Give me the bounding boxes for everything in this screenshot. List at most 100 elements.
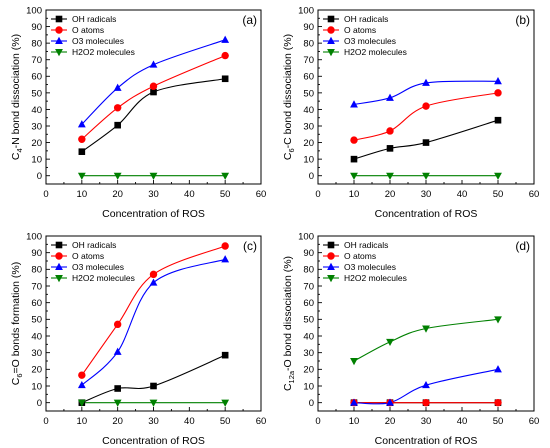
x-tick-label: 10: [349, 416, 360, 427]
legend-marker: [327, 26, 335, 34]
data-point-s2: [113, 320, 122, 329]
x-tick-label: 30: [421, 189, 432, 200]
data-point-s4: [350, 172, 358, 180]
data-point-s2: [221, 51, 229, 60]
data-point-s1: [350, 155, 358, 163]
y-tick-label: 0: [309, 398, 314, 409]
y-axis-title-atom: C: [10, 377, 22, 385]
data-point-s4: [221, 399, 230, 407]
y-tick-label: 0: [309, 171, 314, 182]
y-tick-label: 40: [31, 105, 42, 116]
y-tick-label: 80: [31, 265, 42, 276]
legend-marker: [55, 252, 63, 260]
series-line-1: [81, 78, 226, 153]
x-tick-label: 0: [43, 189, 48, 200]
data-point-s3: [494, 77, 502, 85]
legend-label: O3 molecules: [344, 36, 396, 46]
y-tick-label: 100: [26, 231, 42, 242]
legend-marker: [55, 15, 63, 23]
y-axis-title-rest: -N bond dissociation (%): [10, 34, 22, 148]
y-tick-label: 90: [303, 22, 314, 33]
y-tick-label: 0: [37, 398, 42, 409]
x-tick-label: 40: [184, 189, 195, 200]
x-tick-label: 10: [349, 189, 360, 200]
y-axis-title-rest: =O bonds formation (%): [10, 262, 22, 374]
data-point-s3: [386, 93, 394, 101]
data-point-s4: [350, 358, 358, 366]
legend-marker: [55, 36, 63, 44]
y-tick-label: 80: [303, 39, 314, 50]
series-line-3: [353, 80, 499, 106]
data-point-s2: [494, 398, 502, 407]
y-axis-title-subscript: 6: [15, 374, 24, 378]
data-point-s3: [386, 398, 394, 406]
x-tick-label: 0: [315, 416, 320, 427]
y-tick-label: 60: [31, 72, 42, 83]
y-tick-label: 20: [31, 365, 42, 376]
legend-marker: [327, 15, 335, 23]
data-point-s3: [494, 365, 502, 373]
y-tick-label: 50: [303, 315, 314, 326]
data-point-s2: [149, 82, 158, 90]
data-point-s3: [350, 398, 358, 406]
y-tick-label: 50: [31, 315, 42, 326]
x-tick-label: 50: [493, 416, 504, 427]
x-axis-title: Concentration of ROS: [102, 208, 205, 220]
legend-marker: [327, 241, 335, 249]
x-tick-label: 10: [77, 189, 88, 200]
y-tick-label: 20: [303, 138, 314, 149]
chart-panel-2: 0 10 20 30 40 50 60 0 10 20 30 40 50 60 70 80 90 100 Conce…: [282, 5, 539, 220]
x-tick-label: 10: [77, 416, 88, 427]
data-point-s3: [113, 347, 122, 355]
legend-marker: [55, 26, 63, 34]
y-tick-label: 100: [298, 5, 314, 16]
y-axis-title: C4-N bond dissociation (%): [10, 34, 24, 160]
legend-label: O atoms: [344, 25, 376, 35]
y-tick-label: 10: [31, 155, 42, 166]
data-point-s3: [77, 380, 86, 389]
legend-label: O3 molecules: [344, 262, 396, 272]
y-axis-title-atom: C: [282, 152, 294, 160]
panel-label: (c): [243, 239, 257, 253]
y-tick-label: 50: [303, 88, 314, 99]
y-tick-label: 60: [303, 298, 314, 309]
x-axis-title: Concentration of ROS: [375, 208, 478, 220]
data-point-s4: [77, 399, 86, 407]
data-point-s1: [150, 382, 157, 390]
data-point-s3: [422, 380, 430, 389]
legend-marker: [327, 49, 335, 57]
legend-label: O3 molecules: [72, 262, 124, 272]
legend-label: OH radicals: [344, 14, 388, 24]
series-line-1: [81, 354, 226, 404]
data-point-s4: [113, 172, 122, 180]
y-axis-title-rest: -C bond dissociation (%): [282, 34, 294, 148]
y-tick-label: 90: [31, 22, 42, 33]
data-point-s1: [78, 148, 86, 155]
y-tick-label: 50: [31, 88, 42, 99]
x-tick-label: 30: [148, 189, 159, 200]
data-point-s2: [221, 242, 229, 250]
x-tick-label: 60: [256, 189, 267, 200]
series-line-2: [353, 92, 499, 141]
data-point-s1: [114, 385, 121, 392]
x-tick-label: 20: [112, 189, 123, 200]
data-point-s1: [150, 88, 157, 96]
legend-label: O3 molecules: [72, 36, 124, 46]
series-line-4: [353, 318, 499, 362]
data-point-s4: [494, 316, 502, 324]
panel-label: (b): [515, 13, 530, 27]
y-tick-label: 20: [31, 138, 42, 149]
legend-marker: [55, 241, 63, 249]
y-tick-label: 60: [31, 298, 42, 309]
data-point-s2: [494, 89, 502, 97]
y-tick-label: 40: [31, 331, 42, 342]
y-tick-label: 30: [303, 121, 314, 132]
series-line-3: [353, 368, 499, 405]
x-tick-label: 20: [385, 416, 396, 427]
data-point-s2: [422, 398, 430, 407]
y-tick-label: 80: [31, 39, 42, 50]
legend-marker: [55, 275, 63, 283]
